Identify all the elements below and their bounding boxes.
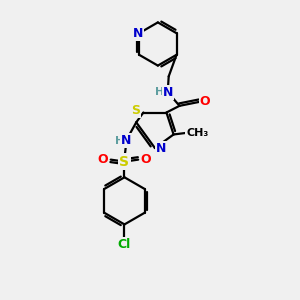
Text: H: H [155, 87, 164, 97]
Text: H: H [115, 136, 124, 146]
Text: N: N [133, 27, 143, 40]
Text: O: O [141, 153, 152, 166]
Text: O: O [200, 95, 210, 108]
Text: CH₃: CH₃ [186, 128, 208, 137]
Text: S: S [119, 154, 130, 169]
Text: N: N [121, 134, 132, 148]
Text: S: S [131, 104, 140, 117]
Text: O: O [98, 153, 108, 166]
Text: N: N [163, 85, 173, 99]
Text: N: N [156, 142, 166, 154]
Text: Cl: Cl [118, 238, 131, 250]
